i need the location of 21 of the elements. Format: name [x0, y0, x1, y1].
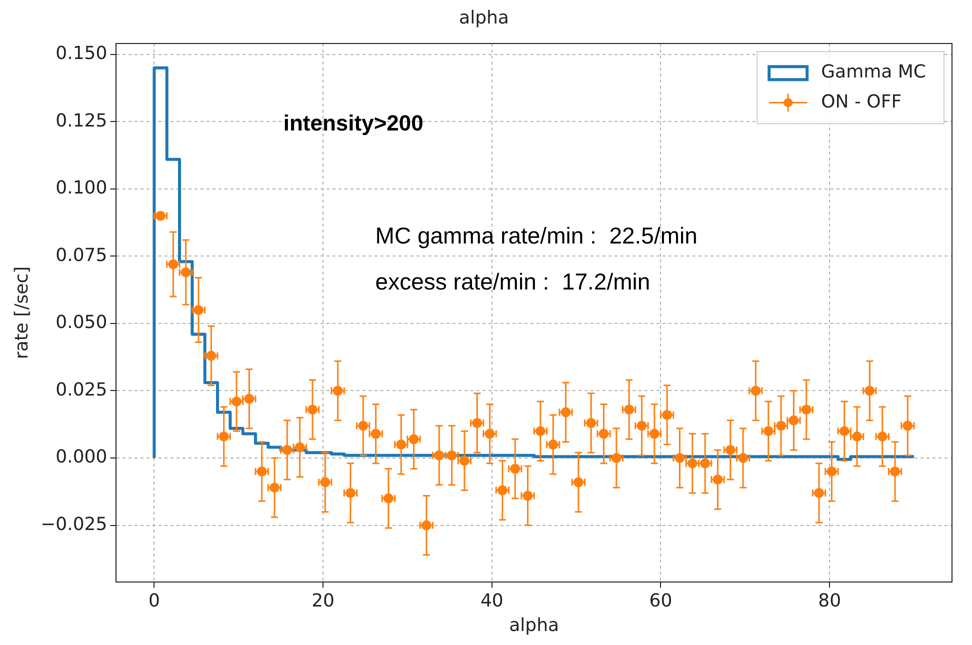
- y-tick-label: −0.025: [40, 514, 108, 535]
- y-tick-label: 0.000: [56, 446, 108, 468]
- x-axis-title: alpha: [509, 614, 560, 636]
- y-tick-label: 0.050: [56, 312, 108, 334]
- legend-label: ON - OFF: [821, 91, 902, 112]
- y-tick-label: 0.100: [56, 178, 108, 199]
- x-tick-label: 40: [480, 590, 504, 612]
- x-tick-label: 0: [148, 590, 160, 612]
- y-tick-label: 0.075: [56, 244, 108, 266]
- legend-label: Gamma MC: [821, 61, 926, 82]
- y-tick-label: 0.025: [56, 379, 108, 400]
- y-tick-label: 0.125: [56, 110, 108, 132]
- x-tick-label: 20: [312, 590, 334, 612]
- y-tick-label: 0.150: [56, 43, 108, 64]
- y-axis-title: rate [/sec]: [11, 266, 32, 360]
- chart-title: alpha: [459, 7, 509, 28]
- x-tick-label: 60: [649, 590, 672, 612]
- x-tick-label: 80: [818, 590, 842, 612]
- annotation: excess rate/min : 17.2/min: [375, 268, 650, 294]
- annotation: MC gamma rate/min : 22.5/min: [375, 222, 698, 249]
- annotation: intensity>200: [283, 110, 424, 136]
